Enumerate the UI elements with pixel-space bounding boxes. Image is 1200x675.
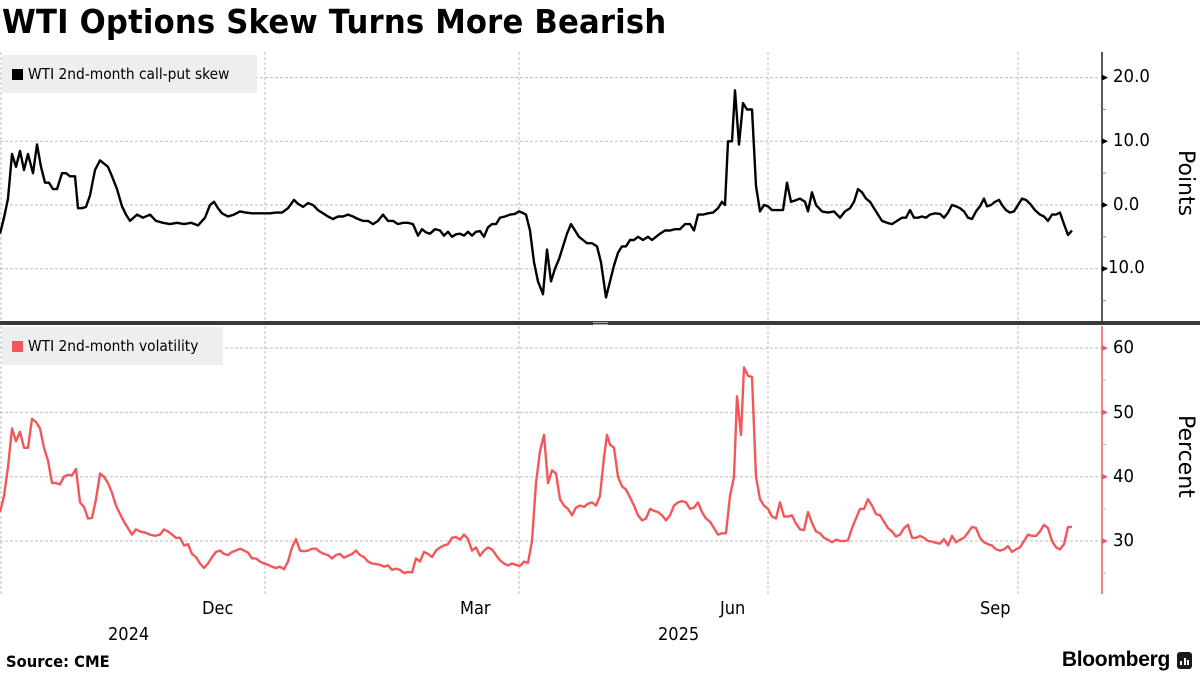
volatility-tick-label: 60 [1113,337,1135,358]
x-tick-label: Sep [980,598,1011,619]
volatility-series-line [0,366,1072,575]
skew-legend: WTI 2nd-month call-put skew [2,55,257,93]
volatility-axis-title: Percent [1173,415,1198,498]
skew-tick-label: 20.0 [1113,66,1150,87]
skew-tick-label: -10.0 [1102,257,1145,278]
volatility-tick-label: 40 [1113,466,1135,487]
x-year-label: 2025 [658,624,700,645]
divider-grip-icon[interactable] [593,324,608,325]
volatility-tick-label: 50 [1113,402,1135,423]
x-tick-label: Jun [720,598,746,619]
skew-series-line [0,89,1073,299]
skew-legend-swatch [12,68,23,80]
volatility-legend: WTI 2nd-month volatility [2,327,224,365]
brand-name: Bloomberg [1061,648,1170,671]
skew-tick-label: 0.0 [1113,194,1140,215]
skew-legend-label: WTI 2nd-month call-put skew [28,65,230,83]
x-tick-label: Mar [460,598,491,619]
volatility-legend-swatch [12,340,23,352]
x-year-label: 2024 [108,624,150,645]
source-note: Source: CME [6,652,110,671]
skew-tick-label: 10.0 [1113,130,1150,151]
volatility-legend-label: WTI 2nd-month volatility [28,337,199,355]
x-tick-label: Dec [202,598,234,619]
divider-grip-icon[interactable] [593,322,608,323]
volatility-tick-label: 30 [1113,530,1135,551]
axis-ticks [1102,74,1108,574]
bloomberg-logo-icon [1177,651,1192,669]
chart-title: WTI Options Skew Turns More Bearish [2,2,667,41]
skew-axis-title: Points [1173,150,1198,217]
bloomberg-brand: Bloomberg [1062,648,1192,672]
